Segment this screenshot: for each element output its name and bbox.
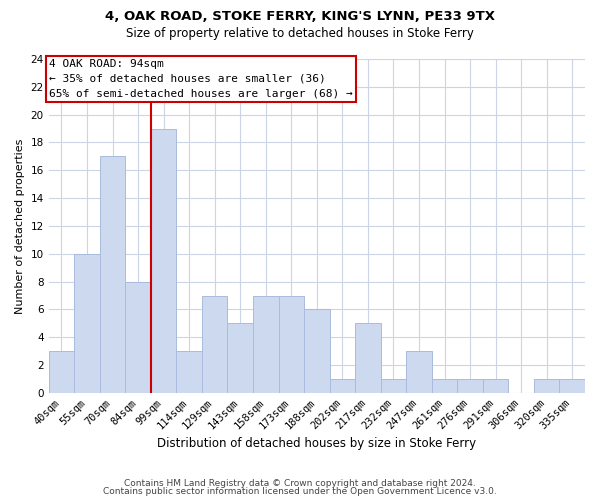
Bar — [125, 282, 151, 393]
Y-axis label: Number of detached properties: Number of detached properties — [15, 138, 25, 314]
Bar — [151, 128, 176, 393]
Text: 4, OAK ROAD, STOKE FERRY, KING'S LYNN, PE33 9TX: 4, OAK ROAD, STOKE FERRY, KING'S LYNN, P… — [105, 10, 495, 23]
Bar — [380, 379, 406, 393]
Bar — [49, 351, 74, 393]
X-axis label: Distribution of detached houses by size in Stoke Ferry: Distribution of detached houses by size … — [157, 437, 476, 450]
Bar — [100, 156, 125, 393]
Bar — [278, 296, 304, 393]
Bar — [457, 379, 483, 393]
Bar — [329, 379, 355, 393]
Bar — [534, 379, 559, 393]
Bar — [483, 379, 508, 393]
Bar — [253, 296, 278, 393]
Bar — [74, 254, 100, 393]
Text: Contains HM Land Registry data © Crown copyright and database right 2024.: Contains HM Land Registry data © Crown c… — [124, 478, 476, 488]
Bar — [227, 324, 253, 393]
Text: Contains public sector information licensed under the Open Government Licence v3: Contains public sector information licen… — [103, 487, 497, 496]
Bar — [176, 351, 202, 393]
Bar — [355, 324, 380, 393]
Text: 4 OAK ROAD: 94sqm
← 35% of detached houses are smaller (36)
65% of semi-detached: 4 OAK ROAD: 94sqm ← 35% of detached hous… — [49, 59, 353, 98]
Text: Size of property relative to detached houses in Stoke Ferry: Size of property relative to detached ho… — [126, 28, 474, 40]
Bar — [559, 379, 585, 393]
Bar — [432, 379, 457, 393]
Bar — [202, 296, 227, 393]
Bar — [304, 310, 329, 393]
Bar — [406, 351, 432, 393]
